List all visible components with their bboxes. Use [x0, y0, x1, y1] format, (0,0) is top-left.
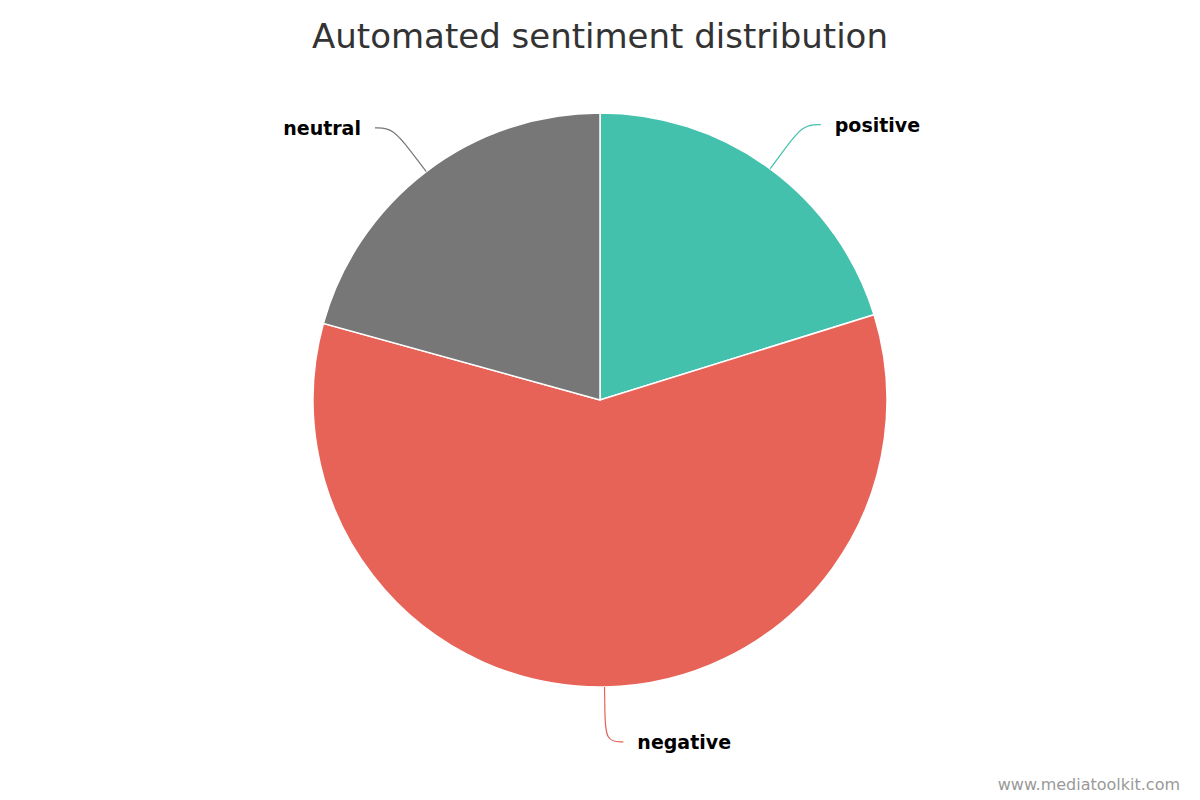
slice-label: negative	[637, 731, 731, 753]
connector	[605, 687, 624, 742]
labels: positive negative neutral	[283, 114, 920, 753]
plot-area	[313, 113, 887, 687]
connector	[375, 128, 426, 172]
slice-label: positive	[835, 114, 920, 136]
connector	[770, 125, 821, 169]
source: www.mediatoolkit.com	[998, 775, 1180, 794]
slice	[323, 113, 600, 400]
slice-label: neutral	[283, 117, 361, 139]
title: Automated sentiment distribution	[312, 16, 888, 56]
slices	[313, 113, 887, 687]
chart: Automated sentiment distribution positive…	[0, 0, 1200, 800]
